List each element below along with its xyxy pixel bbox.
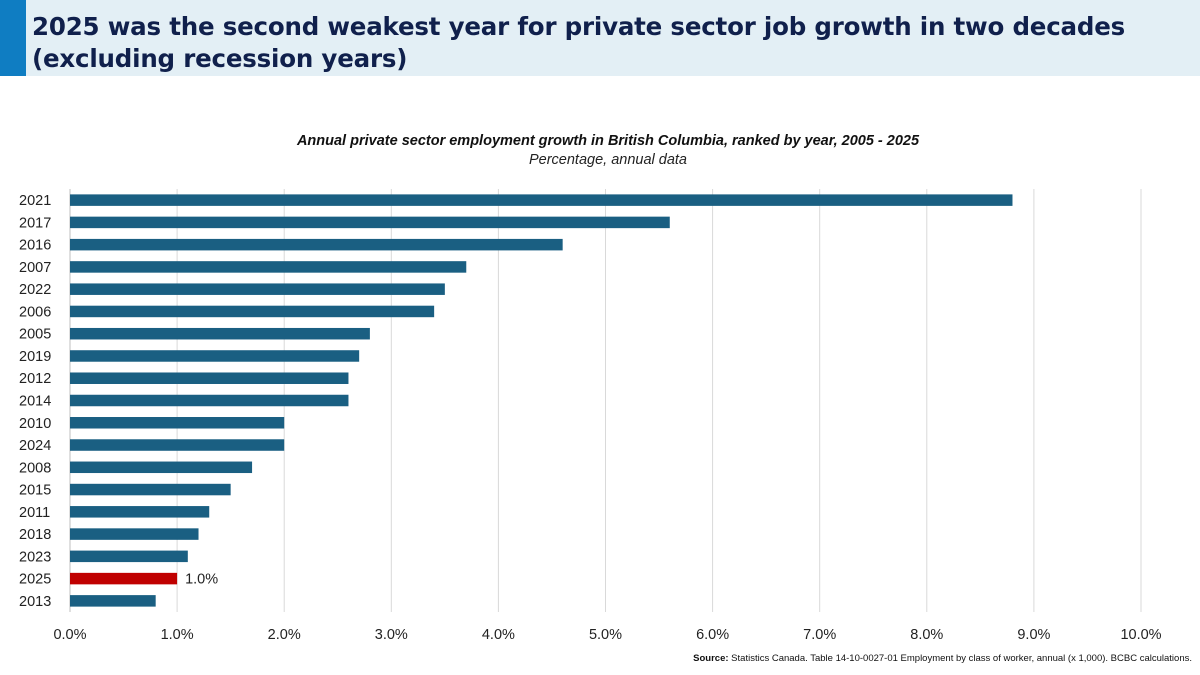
y-category-label: 2022	[19, 282, 51, 298]
bar	[70, 550, 188, 563]
x-tick-label: 7.0%	[803, 627, 836, 643]
x-tick-label: 4.0%	[482, 627, 515, 643]
bar	[70, 238, 563, 251]
y-category-label: 2013	[19, 594, 51, 610]
bar	[70, 461, 253, 474]
y-category-label: 2023	[19, 549, 51, 565]
data-label: 1.0%	[185, 572, 218, 588]
x-tick-label: 3.0%	[375, 627, 408, 643]
x-tick-label: 5.0%	[589, 627, 622, 643]
bar	[70, 283, 445, 295]
bar	[70, 372, 349, 384]
y-category-label: 2025	[19, 572, 51, 588]
y-category-label: 2018	[19, 527, 51, 543]
bar	[70, 305, 435, 318]
y-category-label: 2017	[19, 215, 51, 231]
bar	[70, 528, 199, 540]
bar	[70, 483, 231, 496]
header-banner: 2025 was the second weakest year for pri…	[0, 0, 1200, 76]
y-category-label: 2015	[19, 483, 51, 499]
bar	[70, 216, 670, 229]
bar-highlight	[70, 572, 178, 585]
y-category-label: 2021	[19, 193, 51, 209]
x-tick-label: 10.0%	[1120, 627, 1161, 643]
chart-title: Annual private sector employment growth …	[296, 133, 920, 149]
y-category-label: 2016	[19, 238, 51, 254]
x-tick-label: 1.0%	[161, 627, 194, 643]
x-tick-label: 8.0%	[910, 627, 943, 643]
x-tick-label: 9.0%	[1017, 627, 1050, 643]
y-category-label: 2011	[19, 505, 50, 521]
y-category-label: 2006	[19, 304, 51, 320]
y-category-label: 2012	[19, 371, 51, 387]
bar	[70, 261, 467, 273]
bar	[70, 439, 285, 451]
y-category-label: 2014	[19, 394, 51, 410]
page-title: 2025 was the second weakest year for pri…	[32, 12, 1125, 73]
x-tick-label: 6.0%	[696, 627, 729, 643]
y-category-label: 2007	[19, 260, 51, 276]
source-text: Statistics Canada. Table 14-10-0027-01 E…	[728, 653, 1192, 664]
header-accent-bar	[0, 0, 26, 76]
chart-subtitle: Percentage, annual data	[528, 152, 687, 168]
x-tick-label: 2.0%	[268, 627, 301, 643]
x-tick-label: 0.0%	[53, 627, 86, 643]
bar	[70, 327, 370, 340]
bar	[70, 417, 285, 429]
bar	[70, 350, 360, 362]
source-label: Source:	[693, 653, 729, 664]
bar	[70, 394, 349, 407]
y-category-label: 2024	[19, 438, 51, 454]
y-category-label: 2005	[19, 327, 51, 343]
y-category-label: 2019	[19, 349, 51, 365]
y-category-label: 2010	[19, 416, 51, 432]
bar	[70, 194, 1013, 206]
bar	[70, 506, 210, 518]
y-category-label: 2008	[19, 460, 51, 476]
source-note: Source: Statistics Canada. Table 14-10-0…	[693, 653, 1192, 664]
bar	[70, 595, 156, 607]
